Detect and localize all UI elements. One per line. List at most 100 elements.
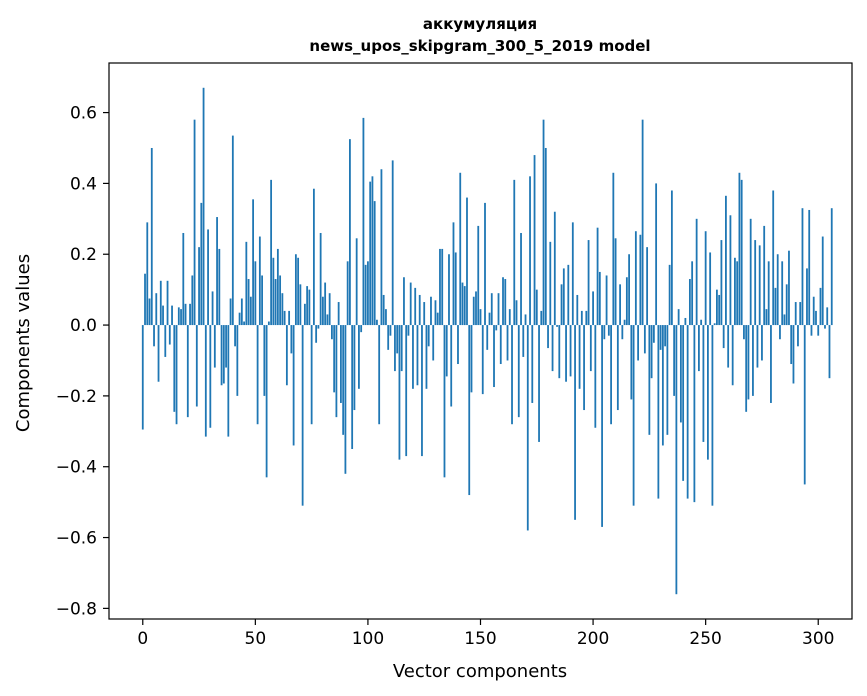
bar [207, 229, 209, 326]
bar [227, 325, 230, 437]
x-tick-label: 50 [245, 629, 267, 649]
bar [583, 325, 585, 411]
bar [376, 319, 378, 326]
bar [578, 325, 581, 389]
bar [369, 181, 372, 326]
bar [403, 277, 405, 326]
bar [621, 325, 624, 340]
bar [682, 325, 685, 481]
bar [544, 147, 547, 326]
bar [367, 261, 369, 326]
bar [254, 261, 257, 326]
bar [709, 252, 712, 326]
bar [763, 225, 766, 326]
bar [558, 325, 561, 379]
bar [349, 139, 351, 326]
bar [171, 305, 173, 326]
bar [587, 240, 590, 326]
bar [398, 325, 401, 460]
bar [828, 325, 831, 379]
bar [164, 325, 167, 357]
bar [312, 188, 315, 326]
bar [297, 257, 300, 326]
bar [220, 325, 223, 386]
bar [713, 323, 716, 326]
bar [243, 321, 245, 326]
bar [198, 247, 200, 326]
bar [589, 325, 592, 372]
bar [159, 280, 162, 326]
bar [265, 325, 268, 478]
bar [576, 294, 579, 326]
bar [382, 294, 385, 326]
bar [452, 222, 455, 326]
bar [475, 291, 477, 326]
bar [499, 325, 502, 365]
bar [736, 261, 739, 326]
bar [679, 325, 682, 423]
bar [290, 325, 293, 354]
bar [335, 325, 338, 418]
bar [407, 325, 410, 336]
bar [209, 325, 212, 428]
bar [394, 325, 396, 372]
bar [157, 325, 160, 382]
bar [743, 325, 745, 340]
bar [182, 232, 185, 326]
bar [144, 273, 146, 326]
bar [585, 310, 588, 326]
bar [718, 294, 721, 326]
bar [186, 325, 189, 418]
bar [675, 325, 678, 595]
bar [673, 325, 676, 396]
bar [301, 325, 304, 506]
bar [418, 294, 421, 326]
y-tick-label: 0.4 [70, 174, 97, 194]
bar [695, 218, 698, 326]
bar [637, 325, 640, 361]
bar [727, 325, 730, 368]
bar [155, 293, 158, 326]
bar [166, 280, 169, 326]
bar [189, 303, 191, 326]
bar [445, 325, 448, 377]
bar [150, 147, 153, 326]
bar [747, 325, 750, 400]
bar [387, 325, 390, 350]
bar [216, 217, 218, 326]
bar [520, 232, 522, 326]
bar [540, 310, 543, 326]
bar [830, 208, 833, 326]
bar [412, 325, 414, 389]
bar [808, 209, 811, 326]
bar [294, 254, 297, 326]
bar [607, 325, 610, 336]
bar [628, 254, 630, 326]
bar [605, 275, 608, 326]
bar [729, 215, 732, 326]
bar [639, 234, 642, 326]
bar [218, 248, 221, 326]
bar [779, 325, 781, 340]
bar [421, 325, 423, 457]
bar [670, 190, 673, 326]
y-axis-label: Components values [13, 254, 34, 432]
bar [551, 325, 554, 372]
bar [529, 176, 531, 326]
bar [738, 172, 741, 326]
bar [355, 238, 358, 326]
bar [252, 199, 254, 326]
bar [472, 296, 475, 326]
bar [614, 238, 617, 326]
bar [562, 268, 565, 326]
bar [666, 325, 669, 435]
bar [211, 291, 214, 326]
bar [360, 325, 363, 333]
bar [481, 325, 484, 395]
bar [432, 325, 435, 361]
bar [603, 325, 606, 340]
bar [306, 286, 309, 326]
bar [247, 279, 250, 326]
bar [720, 240, 723, 326]
